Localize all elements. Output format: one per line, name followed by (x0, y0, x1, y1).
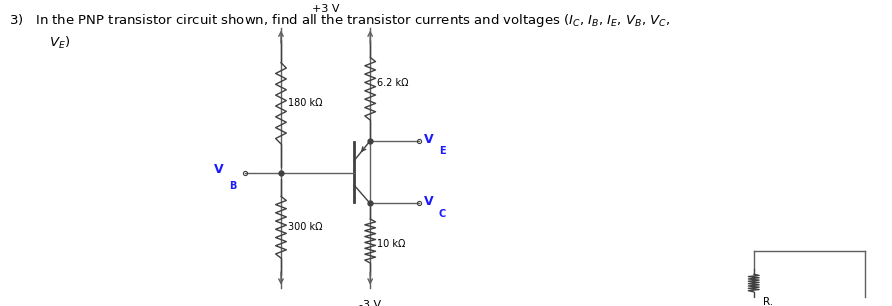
Text: 10 kΩ: 10 kΩ (377, 239, 406, 249)
Text: +3 V: +3 V (312, 4, 339, 14)
Text: 3)   In the PNP transistor circuit shown, find all the transistor currents and v: 3) In the PNP transistor circuit shown, … (9, 12, 670, 29)
Text: 180 kΩ: 180 kΩ (288, 98, 323, 108)
Text: E: E (439, 146, 445, 156)
Text: $V_E$): $V_E$) (49, 35, 70, 51)
Text: V: V (424, 196, 434, 208)
Text: 300 kΩ: 300 kΩ (288, 222, 323, 232)
Text: V: V (214, 163, 224, 176)
Text: B: B (229, 181, 236, 191)
Text: 6.2 kΩ: 6.2 kΩ (377, 78, 409, 88)
Text: -3 V: -3 V (359, 300, 381, 306)
Text: C: C (439, 209, 446, 219)
Text: R.: R. (763, 297, 772, 306)
Text: V: V (424, 133, 434, 146)
